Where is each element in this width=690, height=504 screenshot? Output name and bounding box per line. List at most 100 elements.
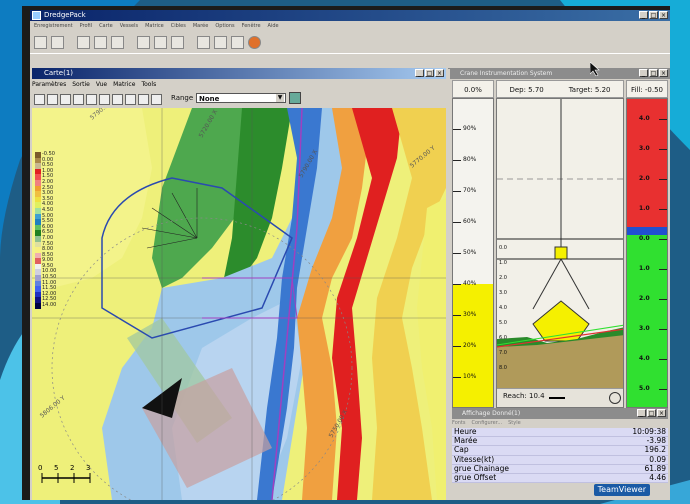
legend-swatch — [35, 286, 41, 292]
zoom-extent-icon[interactable] — [34, 93, 45, 105]
legend-label: 1.50 — [42, 173, 54, 180]
menu-item[interactable]: Vessels — [119, 23, 139, 29]
data-display-controls: _ □ × — [637, 409, 666, 417]
menu-item[interactable]: Style — [508, 420, 521, 426]
toolbar-button[interactable] — [154, 35, 167, 49]
menu-item[interactable]: Configurer... — [471, 420, 503, 426]
row-value: 10:09:38 — [632, 427, 666, 436]
data-display-titlebar: Affichage Donné(1) _ □ × — [452, 408, 668, 419]
maximize-button[interactable]: □ — [649, 11, 658, 19]
menu-item[interactable]: Marée — [192, 23, 209, 29]
maximize-button[interactable]: □ — [649, 69, 658, 77]
menu-item[interactable]: Matrice — [145, 23, 164, 29]
legend-row: 10.00 — [35, 269, 65, 276]
gauge-tick — [453, 191, 461, 192]
toolbar-button[interactable] — [197, 35, 210, 49]
target-icon[interactable] — [125, 93, 136, 105]
toolbar-button[interactable] — [51, 35, 64, 49]
maximize-button[interactable]: □ — [425, 69, 434, 77]
minimize-button[interactable]: _ — [639, 69, 648, 77]
menu-item[interactable]: Fenêtre — [241, 23, 261, 29]
scale-label: 2 — [70, 464, 74, 472]
pointer-icon[interactable] — [73, 93, 84, 105]
close-button[interactable]: × — [659, 69, 668, 77]
legend-label: 8.50 — [42, 251, 54, 258]
bathymetry-map[interactable]: 0 5 2 3 5790.00 Y 5720.00 X 5790.00 X 58… — [32, 108, 446, 500]
compass-icon[interactable] — [609, 392, 621, 404]
zoom-in-icon[interactable] — [86, 93, 97, 105]
mouse-cursor-icon — [590, 62, 600, 76]
pan-icon[interactable] — [47, 93, 58, 105]
toolbar-button[interactable] — [77, 35, 90, 49]
menu-item[interactable]: Carte — [99, 23, 113, 29]
range-settings-button[interactable] — [289, 92, 301, 104]
refresh-icon[interactable] — [151, 93, 162, 105]
minimize-button[interactable]: _ — [639, 11, 648, 19]
measure-icon[interactable] — [112, 93, 123, 105]
maximize-button[interactable]: □ — [647, 409, 656, 417]
close-button[interactable]: × — [657, 409, 666, 417]
chevron-down-icon[interactable]: ▼ — [276, 94, 284, 102]
row-value: -3.98 — [646, 436, 666, 446]
zoom-out-icon[interactable] — [99, 93, 110, 105]
toolbar-button[interactable] — [171, 35, 184, 49]
gauge-tick — [659, 119, 667, 120]
menu-item[interactable]: Cibles — [170, 23, 186, 29]
close-button[interactable]: × — [659, 11, 668, 19]
legend-row: -0.50 — [35, 151, 65, 158]
toolbar-button[interactable] — [137, 35, 150, 49]
teamviewer-badge[interactable]: TeamViewer — [593, 484, 650, 496]
record-icon[interactable] — [248, 35, 261, 49]
gauge-tick-label: 20% — [463, 342, 477, 349]
grab-diagram: 0.0 1.0 2.0 3.0 4.0 5.0 6.0 7.0 8.0 Reach: 10.4 — [496, 98, 624, 408]
toolbar-button[interactable] — [111, 35, 124, 49]
legend-swatch — [35, 230, 41, 236]
minimize-button[interactable]: _ — [637, 409, 646, 417]
menu-item[interactable]: Aide — [267, 23, 279, 29]
row-value: 61.89 — [644, 463, 666, 473]
depth-tick-label: 4.0 — [499, 305, 507, 311]
legend-row: 6.00 — [35, 224, 65, 231]
layers-icon[interactable] — [138, 93, 149, 105]
range-select[interactable]: None ▼ — [196, 93, 286, 103]
data-table: Heure 10:09:38 Marée -3.98 Cap 196.2 Vitess… — [452, 427, 668, 484]
legend-row: 6.50 — [35, 230, 65, 236]
menu-item[interactable]: Sortie — [72, 81, 90, 88]
row-value: 196.2 — [644, 445, 666, 455]
pencil-icon[interactable] — [231, 35, 244, 49]
close-button[interactable]: × — [435, 69, 444, 77]
menu-item[interactable]: Vue — [95, 81, 108, 88]
legend-swatch — [35, 157, 41, 164]
legend-swatch — [35, 152, 41, 158]
under-depth-zone — [627, 235, 667, 407]
toolbar-button[interactable] — [34, 35, 47, 49]
data-display-title: Affichage Donné(1) — [462, 410, 521, 417]
fill-level-bar — [453, 283, 493, 407]
legend-row: 14.00 — [35, 302, 65, 309]
menu-item[interactable]: Options — [215, 23, 235, 29]
gauge-tick-label: 10% — [463, 373, 477, 380]
gauge-tick-label: 0.0 — [639, 235, 650, 242]
toolbar-button[interactable] — [214, 35, 227, 49]
grab-svg — [497, 99, 623, 389]
minimize-button[interactable]: _ — [415, 69, 424, 77]
menu-item[interactable]: Paramètres — [32, 81, 67, 88]
legend-swatch — [35, 191, 41, 197]
menu-item[interactable]: Tools — [141, 81, 157, 88]
menu-item[interactable]: Profil — [79, 23, 93, 29]
gauge-tick-label: 3.0 — [639, 145, 650, 152]
table-row: Vitesse(kt) 0.09 — [452, 455, 668, 465]
toolbar-button[interactable] — [94, 35, 107, 49]
menu-item[interactable]: Fonts — [452, 420, 466, 426]
carte-window-controls: _ □ × — [415, 69, 444, 77]
legend-swatch — [35, 291, 41, 298]
legend-label: 7.50 — [42, 240, 54, 247]
status-bar — [30, 53, 670, 69]
table-row: grue Chainage 61.89 — [452, 463, 668, 474]
menu-item[interactable]: Enregistrement — [34, 23, 73, 29]
map-canvas[interactable]: 0 5 2 3 5790.00 Y 5720.00 X 5790.00 X 58… — [32, 108, 446, 500]
pan-icon[interactable] — [60, 93, 71, 105]
legend-row: 8.00 — [35, 246, 65, 253]
menu-item[interactable]: Matrice — [113, 81, 136, 88]
legend-label: 0.00 — [42, 156, 54, 163]
